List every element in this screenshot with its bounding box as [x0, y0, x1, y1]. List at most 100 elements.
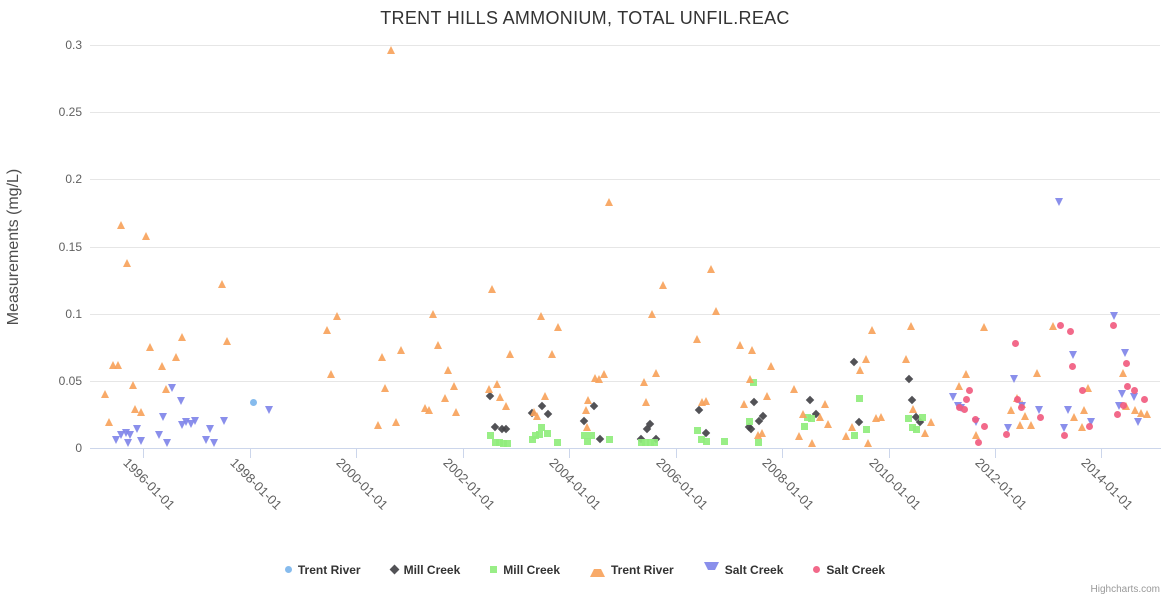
data-point[interactable] — [124, 438, 133, 447]
data-point[interactable] — [1134, 418, 1143, 427]
data-point[interactable] — [965, 386, 973, 394]
data-point[interactable] — [141, 231, 150, 240]
data-point[interactable] — [1069, 362, 1077, 370]
data-point[interactable] — [323, 325, 332, 334]
data-point[interactable] — [1017, 404, 1025, 412]
data-point[interactable] — [790, 384, 799, 393]
data-point[interactable] — [128, 380, 137, 389]
data-point[interactable] — [126, 430, 135, 439]
data-point[interactable] — [1048, 321, 1057, 330]
legend-item-salt-creek[interactable]: Salt Creek — [703, 562, 783, 577]
data-point[interactable] — [758, 429, 767, 438]
data-point[interactable] — [486, 432, 494, 440]
data-point[interactable] — [1124, 382, 1132, 390]
data-point[interactable] — [1117, 390, 1126, 399]
data-point[interactable] — [642, 439, 650, 447]
data-point[interactable] — [901, 355, 910, 364]
data-point[interactable] — [1036, 413, 1044, 421]
data-point[interactable] — [190, 417, 199, 426]
data-point[interactable] — [587, 432, 595, 440]
data-point[interactable] — [136, 407, 145, 416]
data-point[interactable] — [332, 312, 341, 321]
data-point[interactable] — [217, 280, 226, 289]
data-point[interactable] — [154, 430, 163, 439]
data-point[interactable] — [800, 423, 808, 430]
data-point[interactable] — [178, 421, 187, 430]
data-point[interactable] — [544, 410, 553, 419]
data-point[interactable] — [767, 362, 776, 371]
data-point[interactable] — [820, 399, 829, 408]
data-point[interactable] — [161, 384, 170, 393]
data-point[interactable] — [537, 424, 545, 432]
data-point[interactable] — [487, 285, 496, 294]
data-point[interactable] — [806, 395, 815, 404]
data-point[interactable] — [223, 336, 232, 345]
data-point[interactable] — [206, 425, 215, 434]
data-point[interactable] — [948, 392, 957, 401]
data-point[interactable] — [249, 398, 257, 406]
data-point[interactable] — [872, 414, 881, 423]
data-point[interactable] — [861, 355, 870, 364]
data-point[interactable] — [972, 430, 981, 439]
data-point[interactable] — [491, 439, 499, 447]
data-point[interactable] — [377, 352, 386, 361]
data-point[interactable] — [824, 419, 833, 428]
data-point[interactable] — [651, 439, 659, 447]
data-point[interactable] — [707, 265, 716, 274]
data-point[interactable] — [740, 399, 749, 408]
data-point[interactable] — [600, 370, 609, 379]
data-point[interactable] — [209, 438, 218, 447]
data-point[interactable] — [856, 366, 865, 375]
data-point[interactable] — [123, 258, 132, 267]
data-point[interactable] — [1121, 348, 1130, 357]
data-point[interactable] — [638, 439, 645, 447]
data-point[interactable] — [544, 429, 552, 437]
data-point[interactable] — [1035, 406, 1044, 415]
data-point[interactable] — [541, 391, 550, 400]
data-point[interactable] — [799, 410, 808, 419]
data-point[interactable] — [605, 198, 614, 207]
data-point[interactable] — [648, 309, 657, 318]
data-point[interactable] — [909, 405, 918, 414]
data-point[interactable] — [591, 374, 600, 383]
data-point[interactable] — [1021, 411, 1030, 420]
data-point[interactable] — [536, 312, 545, 321]
data-point[interactable] — [974, 439, 982, 447]
data-point[interactable] — [1086, 423, 1094, 430]
data-point[interactable] — [955, 382, 964, 391]
data-point[interactable] — [1009, 375, 1018, 384]
data-point[interactable] — [605, 436, 613, 444]
legend-item-salt-creek[interactable]: Salt Creek — [813, 563, 885, 577]
data-point[interactable] — [908, 424, 916, 432]
data-point[interactable] — [647, 439, 655, 447]
data-point[interactable] — [1142, 410, 1151, 419]
data-point[interactable] — [1013, 396, 1021, 404]
data-point[interactable] — [582, 406, 591, 415]
data-point[interactable] — [381, 383, 390, 392]
data-point[interactable] — [1122, 359, 1130, 367]
data-point[interactable] — [1130, 386, 1138, 394]
data-point[interactable] — [112, 435, 121, 444]
data-point[interactable] — [553, 439, 561, 447]
data-point[interactable] — [1006, 406, 1015, 415]
data-point[interactable] — [849, 357, 859, 367]
data-point[interactable] — [1136, 409, 1145, 418]
data-point[interactable] — [1110, 312, 1119, 321]
data-point[interactable] — [980, 323, 989, 332]
legend-item-mill-creek[interactable]: Mill Creek — [389, 563, 460, 577]
data-point[interactable] — [795, 431, 804, 440]
data-point[interactable] — [484, 384, 493, 393]
data-point[interactable] — [503, 440, 511, 448]
data-point[interactable] — [104, 418, 113, 427]
data-point[interactable] — [1078, 422, 1087, 431]
data-point[interactable] — [420, 403, 429, 412]
data-point[interactable] — [452, 407, 461, 416]
data-point[interactable] — [506, 349, 515, 358]
data-point[interactable] — [1110, 322, 1118, 330]
data-point[interactable] — [908, 395, 917, 404]
data-point[interactable] — [529, 436, 537, 444]
data-point[interactable] — [327, 370, 336, 379]
data-point[interactable] — [701, 396, 710, 405]
data-point[interactable] — [495, 439, 503, 447]
data-point[interactable] — [1083, 383, 1092, 392]
